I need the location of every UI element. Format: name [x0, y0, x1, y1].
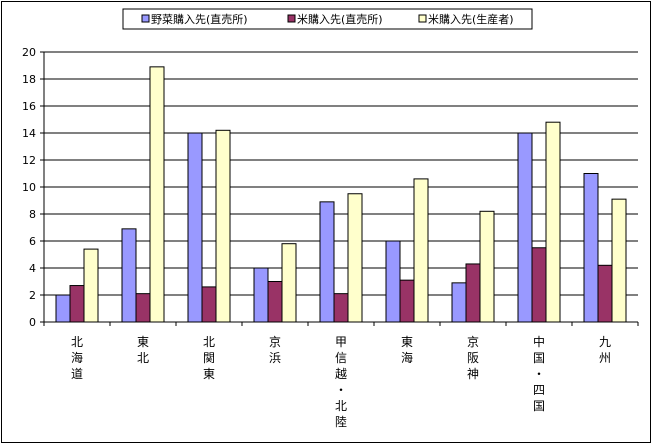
x-tick-label: 東北	[137, 335, 149, 365]
y-tick-label: 12	[22, 154, 36, 167]
y-tick-label: 20	[22, 46, 36, 59]
bar-series-1-5	[399, 279, 415, 323]
x-tick-label: 中国・四国	[533, 334, 545, 413]
bar-series-1-4	[333, 293, 349, 323]
y-tick-label: 2	[29, 289, 36, 302]
y-tick-label: 4	[29, 262, 36, 275]
bar-series-1-0	[69, 285, 85, 323]
bar-series-0-0	[55, 294, 71, 323]
bar-series-2-8	[611, 198, 627, 323]
bar-series-0-3	[253, 267, 269, 323]
bar-series-0-7	[517, 132, 533, 323]
y-tick-label: 10	[22, 181, 36, 194]
bar-series-0-5	[385, 240, 401, 323]
bar-series-2-0	[83, 248, 99, 323]
bar-series-2-3	[281, 243, 297, 323]
legend-swatch	[141, 14, 150, 23]
x-tick-label: 甲信越・北陸	[335, 335, 347, 429]
x-axis: 北海道 東北 北関東 京浜 甲信越・北陸 東海 京阪神 中国・四国 九州	[43, 321, 639, 429]
legend-swatch	[418, 14, 427, 23]
y-axis: 0 2 4 6 8 10 12 14 16 18 20	[22, 46, 45, 329]
legend-label: 米購入先(直売所)	[297, 12, 383, 26]
legend-swatch	[287, 14, 296, 23]
x-tick-label: 東海	[401, 335, 413, 365]
legend: 野菜購入先(直売所) 米購入先(直売所) 米購入先(生産者)	[122, 8, 533, 30]
bar-series-2-4	[347, 193, 363, 323]
bar-series-0-2	[187, 132, 203, 323]
y-tick-label: 16	[22, 100, 36, 113]
y-tick-label: 14	[22, 127, 36, 140]
bar-series-0-4	[319, 201, 335, 323]
bar-series-2-5	[413, 178, 429, 323]
bar-series-1-6	[465, 263, 481, 323]
bar-series-1-8	[597, 264, 613, 323]
y-tick-label: 0	[29, 316, 36, 329]
bar-series-2-6	[479, 210, 495, 323]
x-tick-label: 京浜	[269, 335, 281, 365]
x-tick-label: 九州	[599, 335, 611, 365]
bar-series-2-7	[545, 121, 561, 323]
x-tick-label: 京阪神	[467, 335, 479, 381]
legend-box	[122, 8, 533, 30]
bar-series-2-1	[149, 66, 165, 323]
bars	[55, 66, 627, 323]
bar-series-1-3	[267, 281, 283, 323]
bar-series-0-6	[451, 282, 467, 323]
legend-label: 野菜購入先(直売所)	[151, 12, 248, 26]
legend-label: 米購入先(生産者)	[428, 12, 514, 26]
bar-series-1-2	[201, 286, 217, 323]
bar-series-1-1	[135, 293, 151, 323]
y-tick-label: 18	[22, 73, 36, 86]
bar-series-1-7	[531, 247, 547, 323]
y-tick-label: 6	[29, 235, 36, 248]
x-tick-label: 北関東	[203, 335, 215, 381]
bar-series-2-2	[215, 129, 231, 323]
x-tick-label: 北海道	[71, 335, 83, 381]
bar-series-0-8	[583, 173, 599, 323]
y-tick-label: 8	[29, 208, 36, 221]
bar-series-0-1	[121, 228, 137, 323]
